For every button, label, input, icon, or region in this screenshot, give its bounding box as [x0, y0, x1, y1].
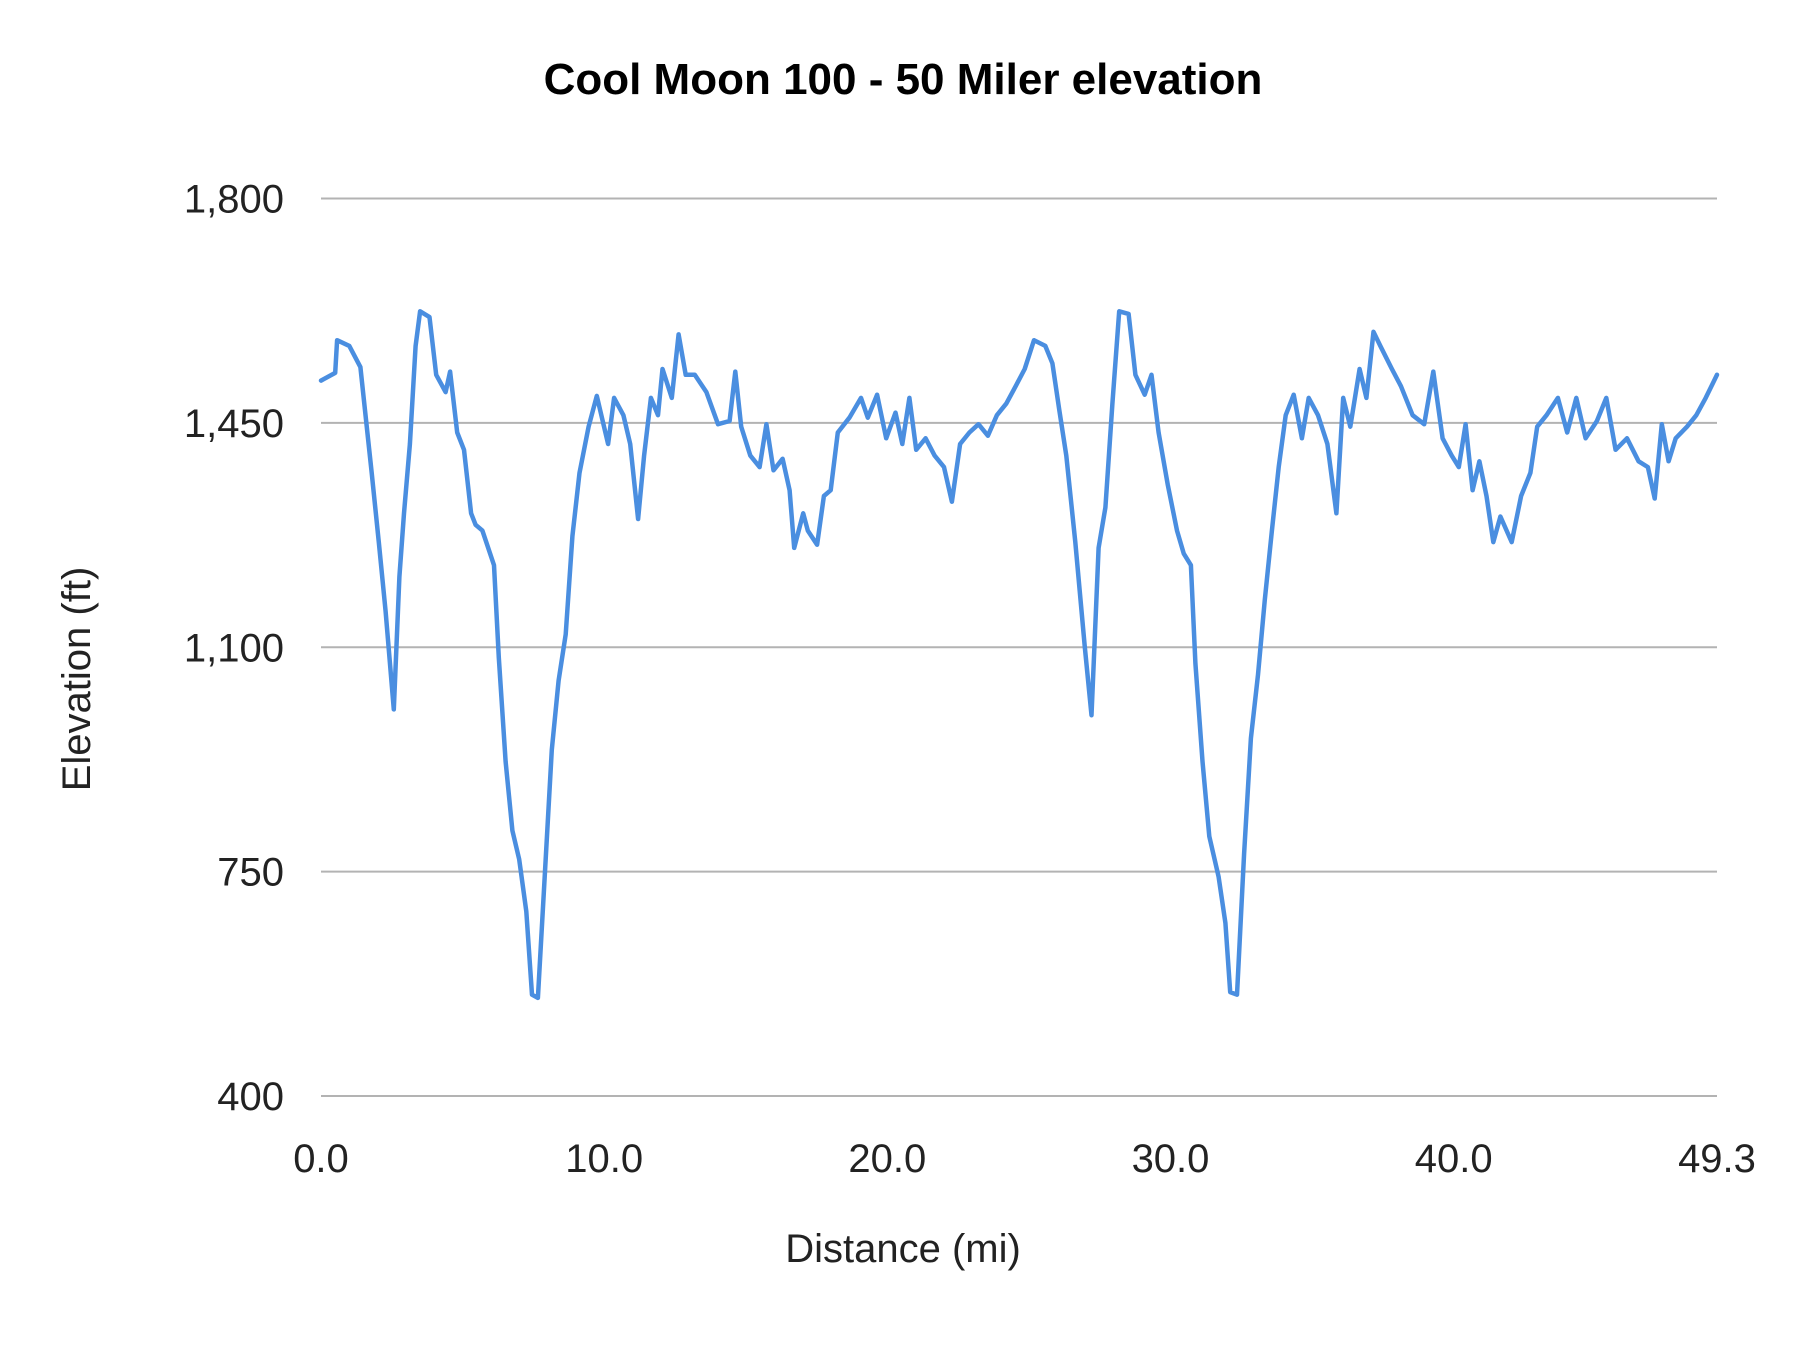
x-tick-label: 0.0 — [293, 1137, 349, 1181]
y-tick-label: 750 — [217, 851, 284, 895]
y-tick-label: 1,450 — [184, 402, 284, 446]
y-axis-title: Elevation (ft) — [55, 567, 99, 792]
chart-title: Cool Moon 100 - 50 Miler elevation — [544, 55, 1263, 104]
y-tick-label: 1,100 — [184, 626, 284, 670]
elevation-series-line — [318, 309, 1720, 1001]
x-tick-label: 20.0 — [848, 1137, 926, 1181]
y-tick-label: 400 — [217, 1075, 284, 1119]
x-axis-title: Distance (mi) — [785, 1227, 1021, 1271]
gridlines — [321, 197, 1717, 1097]
x-tick-label: 10.0 — [565, 1137, 643, 1181]
x-tick-label: 40.0 — [1415, 1137, 1493, 1181]
x-tick-label: 49.3 — [1678, 1137, 1756, 1181]
x-tick-label: 30.0 — [1132, 1137, 1210, 1181]
x-axis-ticks: 0.0 10.0 20.0 30.0 40.0 49.3 — [293, 1137, 1756, 1181]
y-tick-label: 1,800 — [184, 178, 284, 222]
y-axis-ticks: 1,800 1,450 1,100 750 400 — [184, 178, 284, 1120]
